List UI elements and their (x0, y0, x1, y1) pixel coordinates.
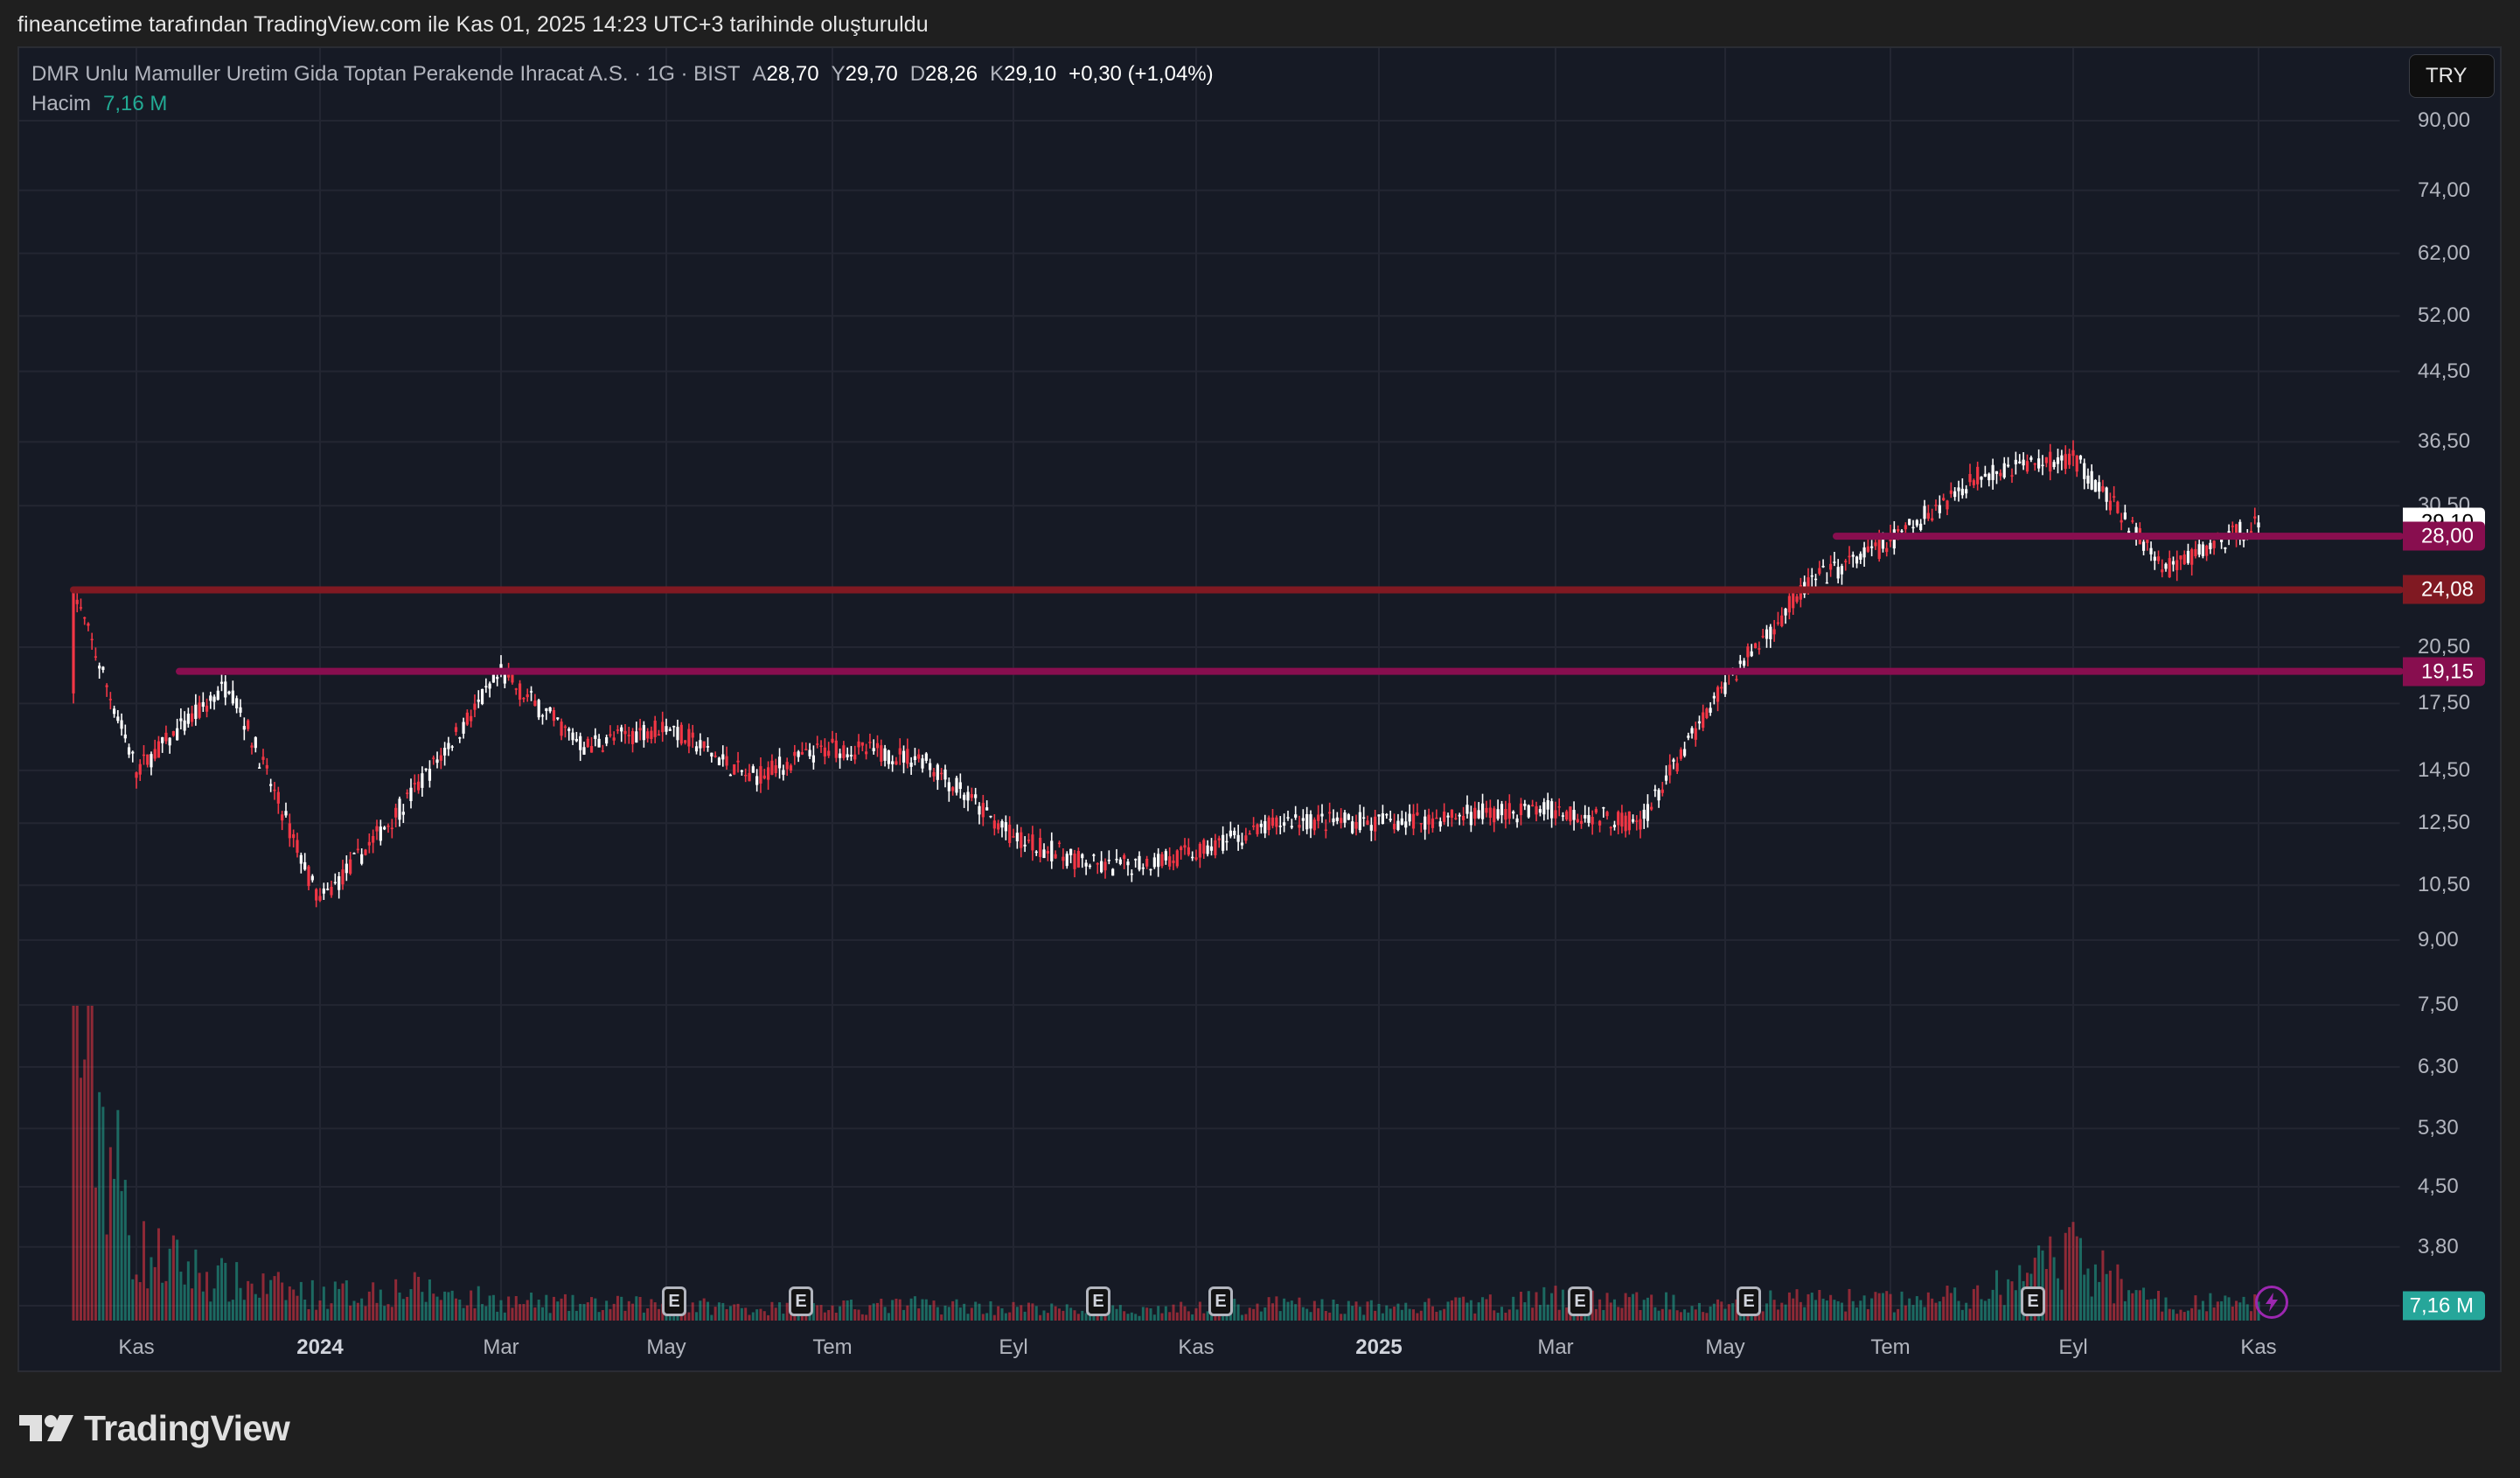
earnings-marker[interactable]: E (662, 1286, 686, 1316)
price-axis-label: 62,00 (2418, 241, 2471, 265)
ohlc-row: DMR Unlu Mamuller Uretim Gida Toptan Per… (31, 59, 1214, 89)
low-label: D (909, 62, 926, 86)
price-axis-label: 17,50 (2418, 691, 2471, 715)
symbol-title[interactable]: DMR Unlu Mamuller Uretim Gida Toptan Per… (31, 62, 741, 86)
price-axis-label: 52,00 (2418, 303, 2471, 328)
lightning-icon (2266, 1293, 2278, 1312)
flash-event-marker[interactable] (2255, 1286, 2288, 1319)
time-axis-label: Eyl (999, 1335, 1028, 1359)
time-axis-label: Tem (1870, 1335, 1911, 1359)
time-axis-label: May (646, 1335, 686, 1359)
price-axis-label: 7,50 (2418, 993, 2459, 1017)
tradingview-logo-icon (19, 1414, 73, 1441)
price-axis-label: 10,50 (2418, 873, 2471, 897)
chart-pane[interactable] (17, 46, 2502, 1372)
time-axis-label: Kas (118, 1335, 155, 1359)
volume-row: Hacim 7,16 M (31, 89, 1214, 119)
volume-bars (72, 1006, 2260, 1321)
time-axis-label: Mar (1537, 1335, 1574, 1359)
high-label: Y (831, 62, 846, 86)
price-axis-label: 44,50 (2418, 359, 2471, 383)
change-value: +0,30 (+1,04%) (1069, 62, 1214, 86)
earnings-marker[interactable]: E (1737, 1286, 1761, 1316)
price-axis-label: 14,50 (2418, 757, 2471, 782)
close-value: 29,10 (1004, 62, 1057, 86)
price-axis-label: 20,50 (2418, 634, 2471, 659)
volume-badge: 7,16 M (2403, 1291, 2485, 1321)
time-axis-label: May (1705, 1335, 1745, 1359)
earnings-marker[interactable]: E (1208, 1286, 1233, 1316)
open-value: 28,70 (766, 62, 819, 86)
price-axis-label: 74,00 (2418, 178, 2471, 202)
price-axis-label: 5,30 (2418, 1116, 2459, 1140)
close-label: K (990, 62, 1005, 86)
high-value: 29,70 (845, 62, 898, 86)
time-axis-label: Tem (812, 1335, 853, 1359)
earnings-marker[interactable]: E (1086, 1286, 1110, 1316)
time-axis-label: 2024 (296, 1335, 344, 1359)
price-axis-label: 90,00 (2418, 108, 2471, 132)
currency-button[interactable]: TRY (2409, 54, 2495, 98)
price-axis-label: 4,50 (2418, 1174, 2459, 1198)
time-axis-label: Mar (483, 1335, 519, 1359)
earnings-marker[interactable]: E (789, 1286, 813, 1316)
level-price-badge: 19,15 (2403, 657, 2485, 687)
price-axis-label: 36,50 (2418, 429, 2471, 454)
level-price-badge: 24,08 (2403, 575, 2485, 604)
open-label: A (752, 62, 767, 86)
low-value: 28,26 (925, 62, 978, 86)
volume-value: 7,16 M (103, 92, 168, 115)
tradingview-logo-text: TradingView (84, 1408, 290, 1448)
earnings-marker[interactable]: E (1568, 1286, 1592, 1316)
time-axis-label: 2025 (1355, 1335, 1403, 1359)
chart-legend: DMR Unlu Mamuller Uretim Gida Toptan Per… (31, 59, 1214, 119)
chart-credit: fineancetime tarafından TradingView.com … (17, 12, 929, 37)
time-axis-label: Eyl (2058, 1335, 2088, 1359)
earnings-marker[interactable]: E (2021, 1286, 2045, 1316)
price-axis-label: 6,30 (2418, 1055, 2459, 1079)
volume-label[interactable]: Hacim (31, 92, 92, 115)
time-axis-label: Kas (2240, 1335, 2277, 1359)
price-axis-label: 3,80 (2418, 1234, 2459, 1258)
price-axis-label: 12,50 (2418, 811, 2471, 835)
time-axis-label: Kas (1178, 1335, 1215, 1359)
level-price-badge: 28,00 (2403, 521, 2485, 551)
price-axis-label: 9,00 (2418, 927, 2459, 952)
tradingview-logo[interactable]: TradingView (19, 1408, 290, 1449)
